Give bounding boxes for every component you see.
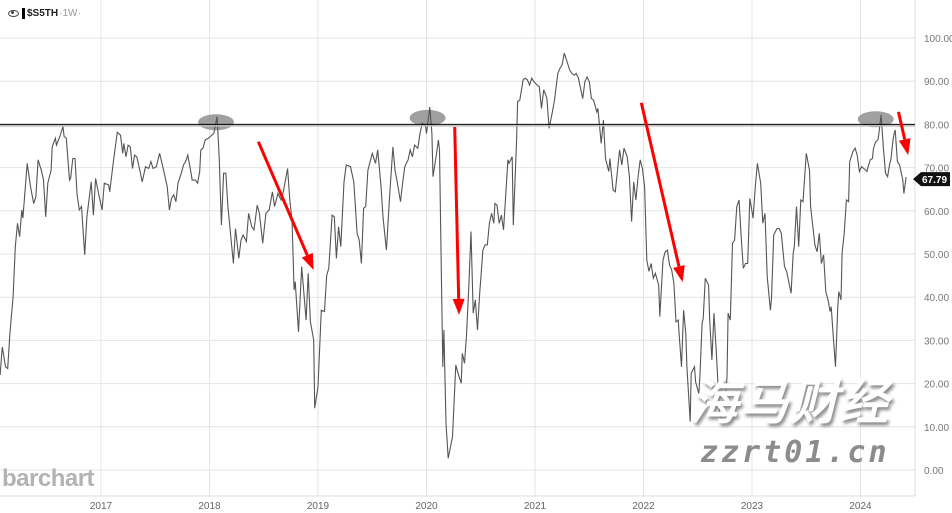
arrow-head [673, 265, 685, 283]
last-value-text: 67.79 [922, 175, 947, 186]
site-watermark-url: zzrt01.cn [700, 435, 890, 470]
last-value-badge-bg [913, 172, 950, 187]
red-arrow [452, 126, 465, 315]
eye-icon[interactable] [8, 9, 19, 17]
arrow-head [452, 298, 465, 315]
arrow-shaft [453, 126, 461, 299]
series-color-swatch [22, 7, 25, 19]
highlight-ellipse [409, 109, 446, 126]
x-tick-label: 2023 [741, 501, 764, 512]
x-axis: 2017 2018 2019 2020 2021 2022 2023 2024 [90, 501, 872, 512]
y-tick-label: 100.00 [924, 34, 952, 45]
site-watermark-cn: 海马财经 [690, 375, 891, 431]
annotations-front [0, 102, 915, 315]
y-axis: 0.00 10.00 20.00 30.00 40.00 50.00 60.00 70.00 8… [924, 34, 952, 477]
y-tick-label: 20.00 [924, 380, 949, 391]
arrow-shaft [897, 111, 907, 140]
y-tick-label: 60.00 [924, 207, 949, 218]
red-arrow [256, 141, 314, 270]
arrow-shaft [256, 141, 309, 256]
last-value-badge: 67.79 [913, 172, 950, 187]
period-value: 1W [62, 7, 78, 19]
x-tick-label: 2022 [632, 501, 655, 512]
x-tick-label: 2021 [524, 501, 547, 512]
period-label[interactable]: ·1W· [59, 7, 81, 19]
symbol-label[interactable]: $S5TH [27, 7, 59, 19]
y-tick-label: 50.00 [924, 250, 949, 261]
annotations-back [198, 109, 894, 131]
red-arrow [897, 111, 911, 156]
arrow-shaft [639, 102, 681, 267]
barchart-watermark: barchart [2, 465, 95, 492]
y-tick-label: 10.00 [924, 423, 949, 434]
y-tick-label: 70.00 [924, 164, 949, 175]
y-tick-label: 80.00 [924, 120, 949, 131]
series-line [0, 52, 907, 459]
arrow-head [898, 138, 911, 156]
y-tick-label: 30.00 [924, 336, 949, 347]
y-tick-label: 40.00 [924, 293, 949, 304]
arrow-head [301, 252, 314, 270]
x-tick-label: 2018 [198, 501, 221, 512]
x-tick-label: 2017 [90, 501, 113, 512]
x-tick-label: 2024 [849, 501, 872, 512]
x-tick-label: 2019 [307, 501, 330, 512]
x-tick-label: 2020 [415, 501, 438, 512]
y-tick-label: 90.00 [924, 77, 949, 88]
red-arrow [639, 102, 685, 283]
highlight-ellipse [857, 111, 894, 128]
y-tick-label: 0.00 [924, 466, 944, 477]
symbol-header: $S5TH ·1W· [8, 6, 81, 20]
